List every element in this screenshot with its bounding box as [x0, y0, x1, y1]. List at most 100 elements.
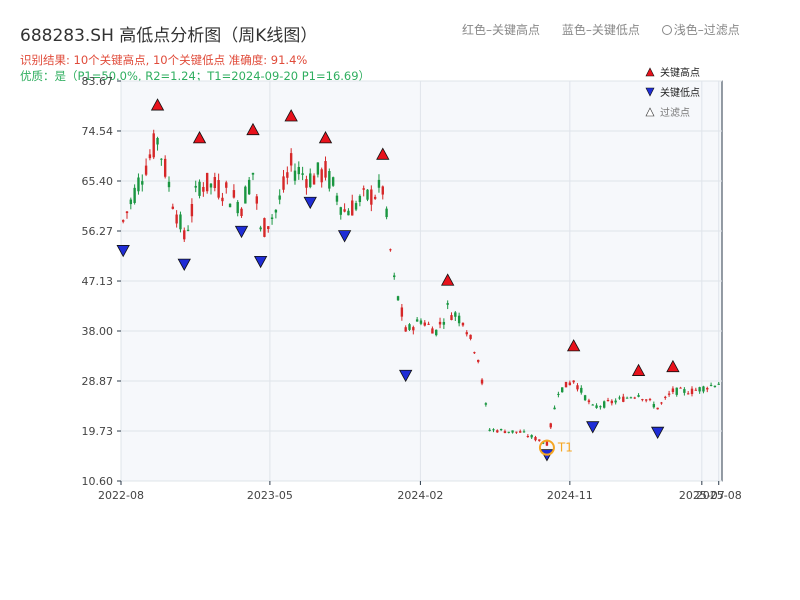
x-tick-label: 2024-11 [547, 489, 593, 502]
candle-body [473, 352, 476, 354]
candle-body [335, 195, 339, 202]
candle-body [503, 431, 507, 434]
x-tick-label: 2025-07 [679, 489, 725, 502]
candle-body [320, 169, 323, 183]
candle-body [202, 186, 205, 192]
candle-body [358, 195, 362, 203]
candle-body [301, 173, 304, 175]
candle-body [488, 429, 491, 431]
candle-body [599, 406, 602, 408]
x-tick-label: 2025-08 [696, 489, 742, 502]
x-tick-label: 2023-05 [247, 489, 293, 502]
candle-body [141, 181, 144, 185]
candle-body [446, 303, 449, 305]
key-low-marker [253, 255, 268, 269]
candle-body [679, 387, 682, 389]
candle-body [404, 327, 407, 332]
y-tick-label: 83.67 [82, 75, 114, 88]
candle-body [183, 230, 186, 240]
candle-body [278, 195, 281, 200]
candle-body [339, 207, 342, 215]
candle-body [213, 177, 217, 189]
candle-body [686, 393, 690, 395]
key-high-marker [246, 122, 260, 136]
candle-body [583, 395, 587, 401]
candle-body [625, 397, 629, 399]
legend-low-icon [645, 87, 655, 97]
candle-body [385, 208, 388, 218]
candle-body [675, 387, 678, 395]
candle-body [331, 177, 335, 186]
key-low-marker [337, 230, 352, 243]
candle-body [633, 397, 636, 399]
candle-body [526, 435, 530, 437]
markers: T1 [116, 98, 680, 462]
candle-body [572, 380, 575, 383]
y-tick-label: 65.40 [82, 175, 114, 188]
candle-body [152, 133, 155, 158]
key-low-marker [586, 421, 600, 434]
candle-body [461, 322, 465, 326]
y-tick-label: 19.73 [82, 425, 114, 438]
candle-body [370, 189, 373, 205]
candle-body [194, 185, 197, 188]
key-high-marker [631, 363, 646, 376]
candle-body [351, 200, 354, 216]
key-high-marker [441, 273, 455, 286]
candle-body [618, 397, 621, 399]
candle-body [209, 183, 213, 188]
candle-body [396, 296, 400, 301]
grid-lines [120, 80, 722, 482]
candle-body [286, 172, 289, 178]
candle-body [316, 162, 320, 175]
candle-body [408, 324, 411, 330]
recognition-result: 识别结果: 10个关键高点, 10个关键低点 准确度: 91.4% [20, 53, 308, 67]
candle-body [423, 322, 426, 326]
candle-body [644, 399, 648, 401]
candle-body [393, 275, 396, 278]
key-high-marker [376, 147, 390, 160]
candle-body [438, 321, 442, 325]
legend-label: 关键高点 [660, 66, 700, 79]
candle-body [442, 321, 446, 325]
candle-body [576, 385, 579, 390]
candle-body [457, 315, 461, 324]
candle-body [221, 197, 224, 202]
candle-body [480, 379, 484, 384]
candle-body [465, 332, 468, 335]
t1-annotation-ring [538, 439, 555, 456]
candle-body [312, 175, 316, 185]
key-low-marker [177, 258, 191, 271]
candle-body [263, 218, 266, 237]
candle-body [156, 137, 159, 145]
candle-body [435, 329, 438, 336]
ring-icon [661, 25, 672, 35]
candle-body [171, 206, 175, 209]
legend-light-text: 浅色–过滤点 [673, 23, 740, 37]
candle-body [561, 387, 564, 393]
candle-body [602, 401, 606, 408]
candle-body [121, 220, 125, 222]
x-tick-label: 2022-08 [98, 489, 144, 502]
candle-body [293, 170, 297, 181]
candle-body [507, 431, 510, 433]
candle-body [637, 395, 640, 397]
y-tick-label: 74.54 [82, 125, 114, 138]
key-high-marker [666, 359, 680, 373]
y-tick-label: 56.27 [82, 225, 114, 238]
key-high-marker [192, 131, 207, 144]
candle-body [198, 181, 201, 196]
candle-body [553, 407, 556, 410]
key-low-marker [650, 426, 665, 439]
candle-body [366, 189, 369, 200]
candle-body [347, 210, 350, 216]
candle-body [232, 190, 236, 198]
legend-label: 关键低点 [660, 86, 700, 99]
candle-body [389, 249, 392, 251]
candle-body [270, 217, 274, 220]
candle-body [519, 431, 522, 433]
y-axis: 10.60 19.73 28.87 38.00 47.13 56.27 65.40 74.54… [82, 75, 121, 488]
x-tick-label: 2024-02 [397, 489, 443, 502]
candle-body [381, 186, 384, 195]
key-high-marker [284, 109, 298, 122]
